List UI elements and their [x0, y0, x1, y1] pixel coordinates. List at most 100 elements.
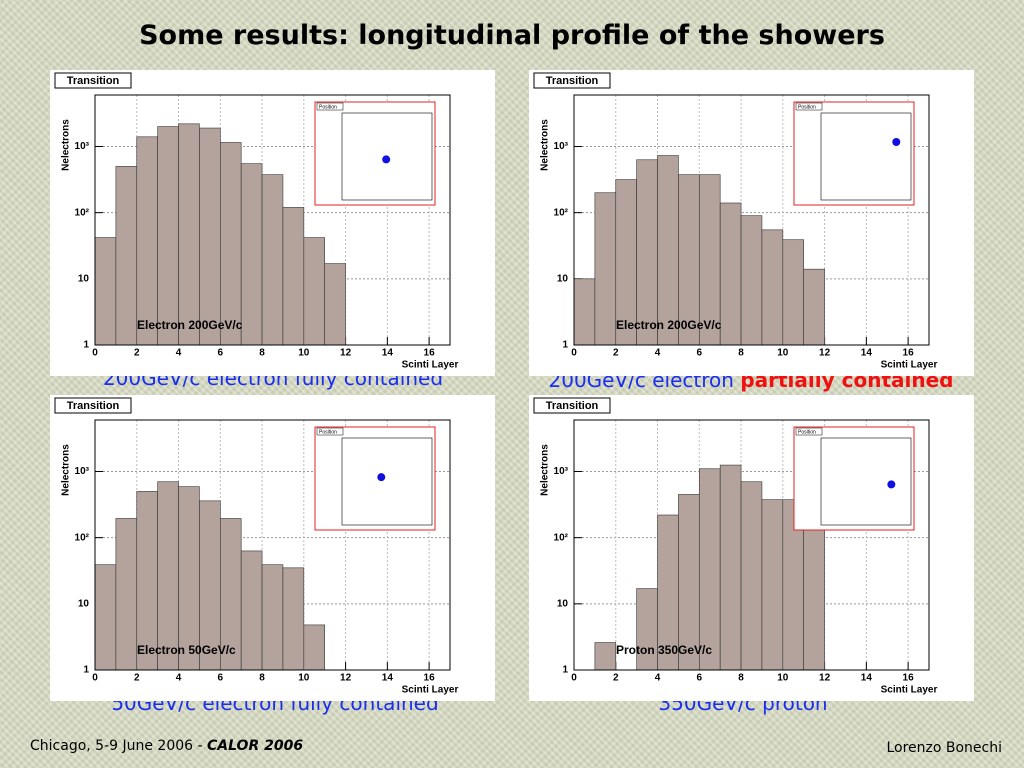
y-axis-label: Nelectrons [540, 444, 551, 496]
x-tick-label: 0 [92, 673, 98, 684]
x-tick-label: 6 [218, 673, 224, 684]
histogram-bar [240, 163, 263, 346]
slide-title: Some results: longitudinal profile of th… [139, 20, 885, 51]
x-tick-label: 14 [382, 348, 394, 359]
x-tick-label: 10 [298, 348, 310, 359]
x-tick-label: 0 [571, 673, 577, 684]
histogram-bar [219, 142, 242, 346]
plot-border [94, 94, 451, 346]
histogram-bar [178, 123, 200, 346]
plot-border [573, 419, 930, 671]
histogram-bar [761, 229, 784, 346]
y-tick-label: 10³ [554, 141, 569, 152]
annotation: Electron 200GeV/c [616, 318, 722, 332]
x-tick-label: 12 [340, 673, 352, 684]
histogram-bar [740, 215, 763, 346]
histogram-bar [594, 642, 617, 671]
histogram-bar [282, 567, 305, 671]
x-tick-label: 10 [298, 673, 310, 684]
inset-point [382, 155, 391, 164]
inset-title-box [316, 102, 344, 111]
y-tick-label: 1 [83, 665, 89, 676]
x-tick-label: 14 [382, 673, 394, 684]
chart: 1 10 10² 10³ 0 2 4 6 8 10 12 14 16 Nelectrons Scinti L… [533, 397, 937, 696]
y-tick-label: 10 [557, 273, 569, 284]
chart: 1 10 10² 10³ 0 2 4 6 8 10 12 14 16 Nelectrons Scinti L… [533, 72, 938, 371]
y-tick-label: 1 [562, 340, 568, 351]
y-tick-label: 10² [75, 207, 90, 218]
histogram-bar [740, 481, 763, 671]
x-tick-label: 16 [424, 673, 436, 684]
x-tick-label: 10 [777, 348, 789, 359]
x-tick-label: 4 [655, 673, 661, 684]
y-tick-label: 1 [562, 665, 568, 676]
x-tick-label: 2 [613, 673, 619, 684]
x-tick-label: 16 [903, 673, 915, 684]
y-axis-label: Nelectrons [61, 444, 72, 496]
histogram-bar [657, 155, 679, 346]
x-tick-label: 12 [819, 348, 831, 359]
chart-panel: 1 10 10² 10³ 0 2 4 6 8 10 12 14 16 Nelectrons Scinti L… [50, 395, 495, 701]
x-tick-label: 4 [176, 348, 182, 359]
x-axis-label: Scinti Layer [402, 360, 459, 371]
histogram-bar [282, 207, 305, 346]
histogram-bar [719, 464, 742, 671]
histogram-bar [594, 192, 617, 346]
histogram-bar [303, 237, 326, 346]
x-tick-label: 14 [861, 348, 873, 359]
inset-title-box [795, 427, 823, 436]
inset-title: Position [319, 104, 337, 110]
chart: 1 10 10² 10³ 0 2 4 6 8 10 12 14 16 Nelectrons Scinti L… [54, 397, 458, 696]
y-tick-label: 10 [78, 273, 90, 284]
y-tick-label: 10² [554, 207, 569, 218]
x-tick-label: 12 [819, 673, 831, 684]
plot-border [94, 419, 451, 671]
histogram-bar [136, 136, 158, 346]
y-tick-label: 10² [75, 532, 90, 543]
x-tick-label: 10 [777, 673, 789, 684]
histogram-bar [803, 268, 825, 346]
annotation: Electron 50GeV/c [137, 643, 236, 657]
chart-panel: 1 10 10² 10³ 0 2 4 6 8 10 12 14 16 Nelectrons Scinti L… [529, 70, 974, 376]
x-tick-label: 12 [340, 348, 352, 359]
footer-place: Chicago, 5-9 June 2006 - [30, 738, 203, 754]
inset-frame [341, 437, 433, 526]
histogram-bar [94, 237, 117, 346]
title-box [533, 72, 611, 89]
x-tick-label: 6 [218, 348, 224, 359]
inset-frame [820, 437, 912, 526]
histogram-bar [303, 624, 326, 671]
chart-title: Transition [546, 400, 599, 412]
histogram-bar [573, 278, 596, 346]
histogram-bar [719, 202, 742, 346]
inset-point [377, 473, 386, 482]
histogram-bar [761, 499, 784, 671]
inset-title: Position [319, 429, 337, 435]
histogram-bar [94, 564, 117, 671]
x-tick-label: 0 [92, 348, 98, 359]
y-tick-label: 10 [557, 598, 569, 609]
x-tick-label: 2 [613, 348, 619, 359]
annotation: Electron 200GeV/c [137, 318, 243, 332]
x-tick-label: 8 [259, 673, 265, 684]
annotation: Proton 350GeV/c [616, 643, 712, 657]
inset-point [887, 480, 896, 489]
histogram-bar [157, 126, 179, 346]
y-axis-label: Nelectrons [61, 119, 72, 171]
y-tick-label: 10³ [75, 466, 90, 477]
x-axis-label: Scinti Layer [881, 360, 938, 371]
chart-panel: 1 10 10² 10³ 0 2 4 6 8 10 12 14 16 Nelectrons Scinti L… [529, 395, 974, 701]
x-tick-label: 0 [571, 348, 577, 359]
x-tick-label: 8 [259, 348, 265, 359]
inset-title-box [316, 427, 344, 436]
x-tick-label: 6 [697, 348, 703, 359]
plot-border [573, 94, 930, 346]
histogram-bar [636, 588, 658, 671]
chart-title: Transition [67, 75, 120, 87]
y-tick-label: 1 [83, 340, 89, 351]
y-axis-label: Nelectrons [540, 119, 551, 171]
histogram-bar [261, 174, 284, 346]
x-tick-label: 4 [176, 673, 182, 684]
x-tick-label: 2 [134, 673, 140, 684]
